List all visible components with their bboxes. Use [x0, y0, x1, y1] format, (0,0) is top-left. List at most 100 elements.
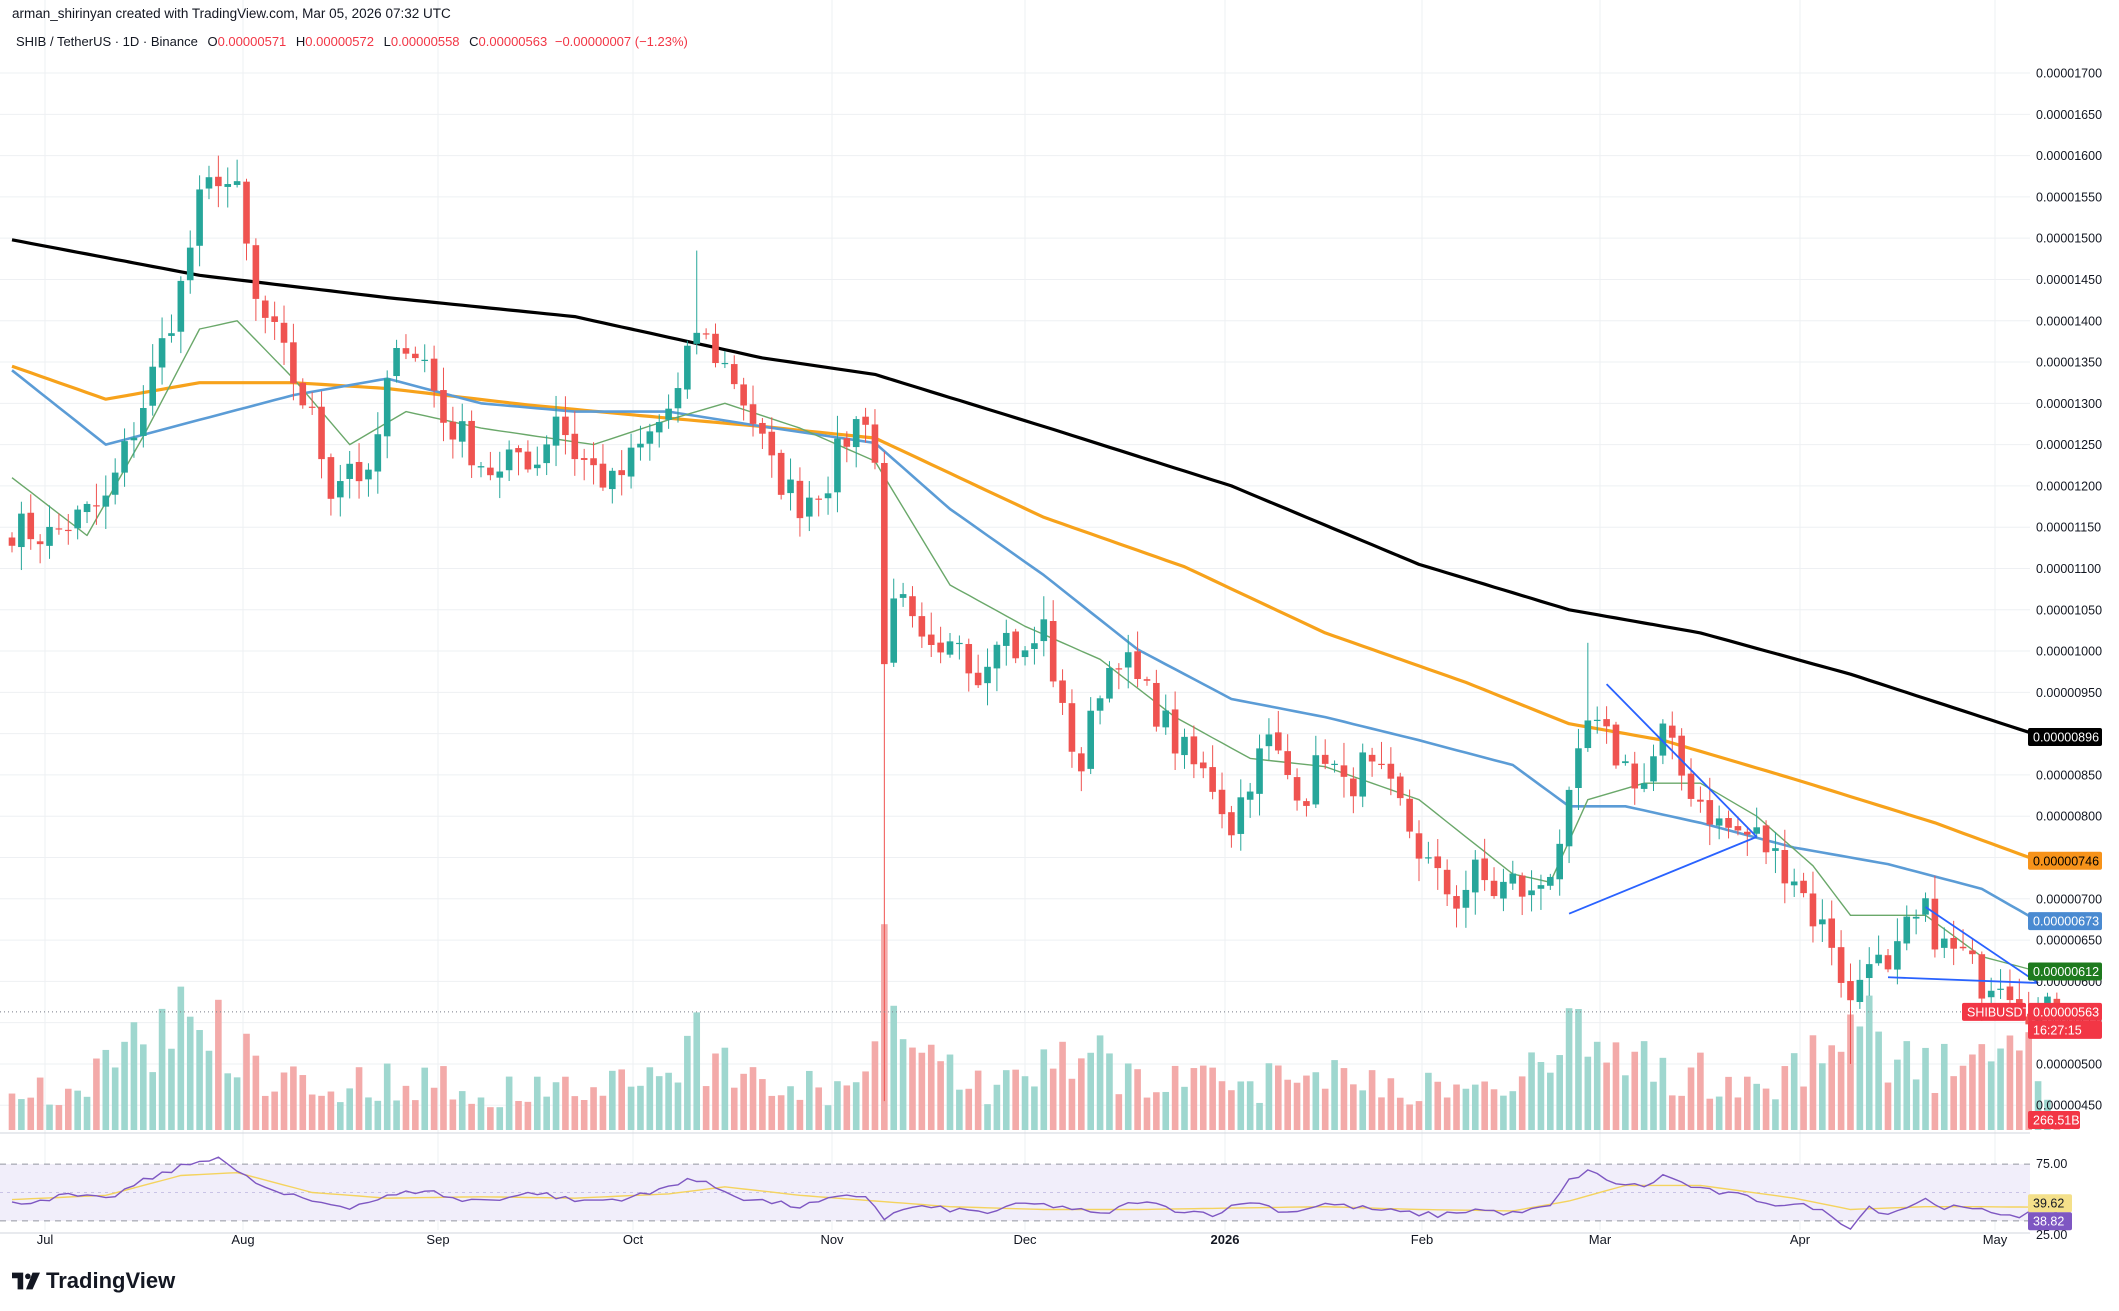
- candle-body: [1518, 875, 1526, 897]
- ema100-price-label-bg: [2028, 851, 2102, 870]
- candle-body: [487, 467, 494, 476]
- candle-body: [1209, 767, 1216, 792]
- time-tick-label: 2026: [1211, 1232, 1240, 1247]
- volume-bar: [590, 1087, 597, 1130]
- volume-bar: [552, 1082, 560, 1130]
- volume-bar: [1940, 1043, 1948, 1130]
- volume-bar: [449, 1099, 457, 1130]
- candle-body: [402, 348, 410, 354]
- tradingview-logo[interactable]: TradingView: [12, 1268, 175, 1294]
- candle-body: [337, 481, 344, 498]
- volume-bar: [702, 1086, 710, 1130]
- symbol-ohlc-line[interactable]: SHIB / TetherUS · 1D · Binance O0.000005…: [16, 34, 688, 49]
- volume-bar: [1687, 1067, 1695, 1130]
- volume-bar: [1772, 1099, 1779, 1130]
- volume-bar: [1040, 1049, 1048, 1130]
- volume-bar: [571, 1096, 579, 1130]
- volume-bar: [1959, 1065, 1967, 1130]
- volume-bar: [1378, 1097, 1385, 1130]
- volume-bar: [1518, 1076, 1526, 1130]
- volume-bar: [2016, 1050, 2023, 1130]
- volume-bar: [684, 1035, 691, 1130]
- brand-name: TradingView: [46, 1268, 176, 1293]
- volume-bar: [1396, 1097, 1404, 1130]
- candle-body: [1678, 735, 1685, 776]
- volume-bar: [2025, 1032, 2032, 1130]
- candle-body: [1725, 818, 1732, 828]
- candle-body: [1265, 734, 1273, 747]
- candle-body: [871, 424, 879, 463]
- candle-body: [1162, 710, 1170, 728]
- candle-body: [1762, 825, 1770, 853]
- symbol-name[interactable]: SHIB / TetherUS · 1D · Binance: [16, 34, 198, 49]
- volume-bar: [1246, 1081, 1254, 1130]
- volume-bar: [1500, 1095, 1507, 1130]
- moving-averages: [11, 238, 2039, 973]
- volume-bar: [261, 1095, 269, 1130]
- candle-body: [1462, 889, 1470, 908]
- volume-bar: [74, 1090, 81, 1130]
- volume-bar: [834, 1081, 841, 1130]
- volume-bar: [271, 1091, 278, 1130]
- volume-bar: [374, 1100, 382, 1130]
- volume-bar: [937, 1061, 944, 1130]
- candle-body: [1800, 880, 1807, 894]
- time-tick-label: Aug: [231, 1232, 254, 1247]
- candle-body: [1837, 947, 1845, 983]
- candle-body: [1471, 859, 1479, 893]
- candle-body: [1434, 856, 1442, 869]
- volume-bar: [524, 1101, 532, 1130]
- candle-body: [421, 359, 429, 361]
- volume-bar: [224, 1073, 232, 1130]
- volume-bar: [1012, 1069, 1019, 1130]
- volume-bar: [1725, 1076, 1732, 1130]
- candle-body: [1528, 890, 1535, 896]
- volume-bar: [168, 1048, 175, 1130]
- volume-bar: [252, 1055, 260, 1130]
- candle-body: [834, 438, 841, 493]
- volume-bar: [233, 1077, 241, 1130]
- rsi-tick-label: 25.00: [2036, 1228, 2067, 1242]
- candle-body: [1246, 791, 1254, 800]
- volume-bar: [1856, 1026, 1864, 1130]
- candle-body: [205, 177, 213, 189]
- candle-body: [93, 505, 100, 507]
- candle-body: [1378, 763, 1385, 766]
- volume-bar: [1312, 1072, 1320, 1130]
- volume-bar: [205, 1050, 213, 1130]
- candle-body: [140, 408, 147, 436]
- volume-bar: [1715, 1096, 1723, 1130]
- volume-bar: [102, 1049, 110, 1130]
- candle-body: [1134, 651, 1141, 680]
- volume-bar: [2034, 1081, 2042, 1130]
- candle-body: [1978, 954, 1986, 999]
- volume-bar: [46, 1104, 53, 1130]
- candle-body: [1068, 703, 1076, 752]
- candle-body: [1631, 763, 1639, 789]
- price-axis[interactable]: 0.00001700 0.00001650 0.00001600 0.00001550…: [2036, 67, 2102, 1242]
- candle-body: [440, 390, 447, 423]
- candle-body: [102, 495, 110, 507]
- candle-body: [477, 466, 485, 468]
- volume-bar: [1593, 1041, 1601, 1130]
- candle-body: [1396, 776, 1404, 799]
- volume-bar: [787, 1086, 794, 1130]
- high-key: H: [295, 34, 306, 49]
- candle-body: [299, 382, 307, 406]
- candle-body: [1303, 801, 1310, 806]
- volume-bar: [974, 1070, 982, 1130]
- close-key: C: [469, 34, 479, 49]
- volume-bar: [599, 1095, 607, 1130]
- volume-bar: [55, 1105, 63, 1130]
- volume-bar: [852, 1082, 860, 1130]
- candle-body: [637, 443, 644, 448]
- countdown-label-bg: [2028, 1020, 2102, 1039]
- candle-body: [383, 378, 391, 437]
- sma50-price-label: 0.00000673: [2033, 915, 2099, 929]
- candle-body: [1218, 789, 1226, 815]
- volume-bar: [149, 1072, 156, 1130]
- symbol-tag-label: SHIBUSDT: [1967, 1005, 2031, 1019]
- moving-average-line: [11, 320, 2039, 973]
- time-axis[interactable]: Jul Aug Sep Oct Nov Dec 2026 Feb Mar Apr May: [37, 1232, 2008, 1247]
